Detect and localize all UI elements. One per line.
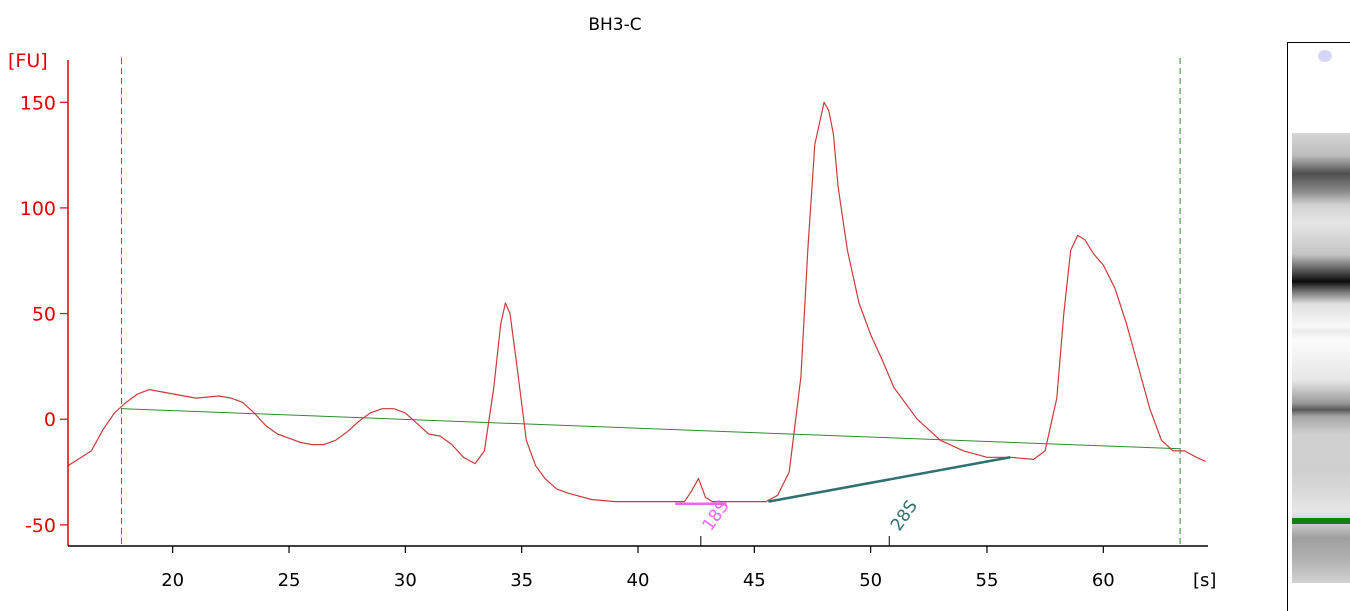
x-tick-label: 45 <box>743 570 766 591</box>
x-tick-label: 20 <box>161 570 184 591</box>
y-axis-label: [FU] <box>8 50 48 72</box>
x-tick-label: 50 <box>859 570 882 591</box>
x-axis-label: [s] <box>1193 570 1216 591</box>
peak-label-28s: 28S <box>887 497 922 535</box>
y-ticks: -50 0 50 100 150 <box>20 92 68 537</box>
y-tick-label: 100 <box>20 198 56 220</box>
peak-line-28s <box>768 456 1011 503</box>
y-tick-label: 0 <box>44 409 56 431</box>
gel-loading-spot <box>1318 50 1332 62</box>
x-ticks: 20 25 30 35 40 45 50 55 60 <box>161 546 1115 591</box>
chart-title: BH3-C <box>588 15 641 35</box>
marker-lines <box>121 58 1181 546</box>
x-tick-label: 25 <box>278 570 301 591</box>
x-tick-label: 35 <box>510 570 533 591</box>
gel-marker-band <box>1292 518 1350 524</box>
y-tick-label: 150 <box>20 92 56 114</box>
x-tick-label: 55 <box>976 570 999 591</box>
baseline <box>121 408 1181 450</box>
y-tick-label: 50 <box>32 304 56 326</box>
baseline-line <box>121 408 1181 450</box>
axes <box>67 60 1208 547</box>
gel-lane <box>1287 42 1350 611</box>
y-tick-label: -50 <box>25 515 56 537</box>
x-tick-label: 60 <box>1092 570 1115 591</box>
series-line-1 <box>67 101 1206 503</box>
series-lines <box>67 101 1206 503</box>
x-tick-label: 30 <box>394 570 417 591</box>
x-tick-label: 40 <box>627 570 650 591</box>
gel-band-strip <box>1292 133 1350 583</box>
